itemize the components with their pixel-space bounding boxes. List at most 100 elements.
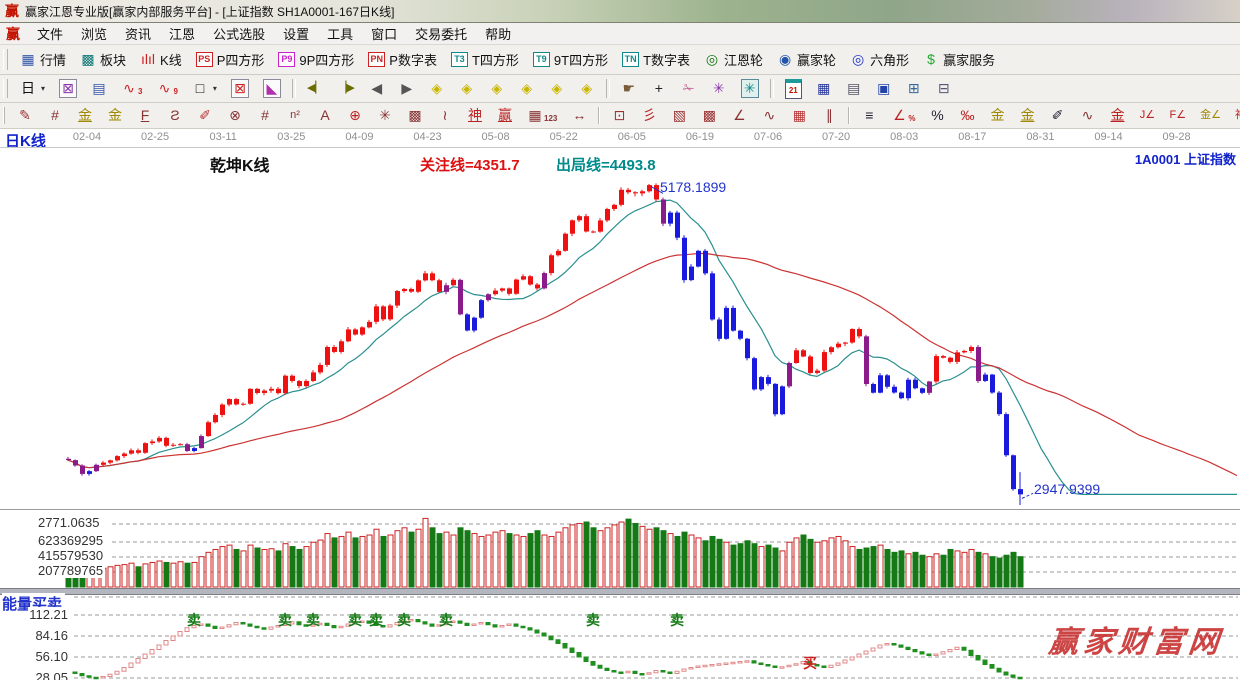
chart-plot-area[interactable]: 日K线 02-04 02-25 03-11 03-25 04-09 04-23 05-08 0… bbox=[0, 129, 1240, 680]
gann-web-icon[interactable]: ✳ bbox=[370, 104, 400, 128]
chart-canvas[interactable] bbox=[0, 129, 1240, 680]
golden-line1-icon[interactable]: 金 bbox=[70, 104, 100, 128]
percent-angle-icon[interactable]: ∠% bbox=[884, 104, 922, 128]
menu-item-江恩[interactable]: 江恩 bbox=[169, 27, 196, 42]
nav-last-button[interactable]: ▕▶ bbox=[331, 77, 362, 101]
price-ruler-icon[interactable]: # bbox=[250, 104, 280, 128]
kline-button[interactable]: ılıl K线 bbox=[133, 48, 189, 72]
9t-square-button[interactable]: T9 9T四方形 bbox=[526, 48, 615, 72]
box-diag-icon[interactable]: ▧ bbox=[664, 104, 694, 128]
f-line-icon[interactable]: F bbox=[130, 104, 160, 128]
box-cross-icon[interactable]: ▩ bbox=[694, 104, 724, 128]
gann-diamond-split-icon[interactable]: ◈ bbox=[482, 77, 512, 101]
crosshair-icon[interactable]: + bbox=[644, 77, 674, 101]
menu-item-交易委托[interactable]: 交易委托 bbox=[415, 27, 468, 42]
pen-tool-icon[interactable]: ✎ bbox=[10, 104, 40, 128]
p-table-button[interactable]: PN P数字表 bbox=[361, 48, 444, 72]
golden-circle-icon: 金 bbox=[990, 107, 1005, 123]
candle-type-icon[interactable]: □ ▾ bbox=[185, 77, 224, 101]
parallel-lines-icon[interactable]: ∥ bbox=[814, 104, 844, 128]
sell-signal-mark: 卖 bbox=[397, 612, 411, 628]
menu-item-工具[interactable]: 工具 bbox=[327, 27, 354, 42]
gann-web-icon: ✳ bbox=[379, 107, 391, 123]
menu-item-窗口[interactable]: 窗口 bbox=[371, 27, 398, 42]
calendar-21-icon[interactable]: 21 bbox=[778, 77, 809, 101]
t-square-button[interactable]: T3 T四方形 bbox=[444, 48, 526, 72]
smart-analysis-icon[interactable]: ✳ bbox=[734, 77, 766, 101]
trend-flag-icon[interactable]: ◣ bbox=[256, 77, 288, 101]
rect-box-icon[interactable]: ⊡ bbox=[604, 104, 634, 128]
gann-diamond-left-icon[interactable]: ◈ bbox=[422, 77, 452, 101]
ying-line-icon[interactable]: 赢 bbox=[490, 104, 520, 128]
gann-diamond-expand-icon[interactable]: ◈ bbox=[572, 77, 602, 101]
a-wave-icon[interactable]: A bbox=[310, 104, 340, 128]
title-bar[interactable]: 赢 赢家江恩专业版[赢家内部服务平台] - [上证指数 SH1A0001-167… bbox=[0, 0, 1240, 23]
grid-large-icon[interactable]: ▦ bbox=[784, 104, 814, 128]
k-quote-icon[interactable]: ≀ bbox=[430, 104, 460, 128]
shen-line-icon[interactable]: 神 bbox=[460, 104, 490, 128]
save-icon[interactable]: ▣ bbox=[869, 77, 899, 101]
wave-3-icon[interactable]: ∿ 3 bbox=[114, 77, 149, 101]
golden-red-icon[interactable]: 金 bbox=[1102, 104, 1132, 128]
n-square-icon[interactable]: n² bbox=[280, 104, 310, 128]
winner-wheel-button[interactable]: ◉ 赢家轮 bbox=[770, 48, 843, 72]
period-day-selector[interactable]: 日 ▾ bbox=[13, 77, 52, 101]
gann-diamond-compress-icon[interactable]: ◈ bbox=[512, 77, 542, 101]
menu-item-公式选股[interactable]: 公式选股 bbox=[213, 27, 266, 42]
gann-wheel-button[interactable]: ◎ 江恩轮 bbox=[697, 48, 770, 72]
nav-next-button[interactable]: ▶ bbox=[392, 77, 422, 101]
golden-underline-icon[interactable]: 金 bbox=[1012, 104, 1042, 128]
menu-item-设置[interactable]: 设置 bbox=[283, 27, 310, 42]
angle-f-icon[interactable]: F∠ bbox=[1162, 104, 1193, 128]
golden-circle-icon[interactable]: 金 bbox=[982, 104, 1012, 128]
angle-shen-icon[interactable]: 神∠ bbox=[1228, 104, 1240, 128]
permille-icon[interactable]: ‰ bbox=[952, 104, 982, 128]
angle-gold-icon[interactable]: 金∠ bbox=[1193, 104, 1228, 128]
gann-diamond-star-icon[interactable]: ◈ bbox=[542, 77, 572, 101]
gann-diamond-right-icon[interactable]: ◈ bbox=[452, 77, 482, 101]
golden-line2-icon[interactable]: 金 bbox=[100, 104, 130, 128]
toolbar-separator bbox=[598, 106, 601, 125]
brush-icon[interactable]: ✐ bbox=[1042, 104, 1072, 128]
date-tick-04-23: 04-23 bbox=[413, 131, 442, 143]
menu-item-帮助[interactable]: 帮助 bbox=[485, 27, 512, 42]
hexagon-button[interactable]: ◎ 六角形 bbox=[843, 48, 916, 72]
red-pen-icon[interactable]: ✐ bbox=[190, 104, 220, 128]
nav-prev-button[interactable]: ◀ bbox=[362, 77, 392, 101]
gann-stamp-icon[interactable]: ✳ bbox=[704, 77, 734, 101]
winner-service-button[interactable]: $ 赢家服务 bbox=[916, 48, 1002, 72]
p-square-button[interactable]: PS P四方形 bbox=[189, 48, 272, 72]
percent-scissors-icon[interactable]: ✁ bbox=[674, 77, 704, 101]
angle-line-icon[interactable]: ∠ bbox=[724, 104, 754, 128]
menu-item-资讯[interactable]: 资讯 bbox=[125, 27, 152, 42]
time-circle-icon[interactable]: ⊗ bbox=[220, 104, 250, 128]
width-measure-icon[interactable]: ↔ bbox=[564, 104, 594, 128]
pan-hand-icon[interactable]: ☛ bbox=[614, 77, 644, 101]
quotes-button[interactable]: ▦ 行情 bbox=[13, 48, 73, 72]
info-panel-icon[interactable]: ▤ bbox=[84, 77, 114, 101]
percent-icon[interactable]: % bbox=[922, 104, 952, 128]
region-zoom-icon[interactable]: ⊠ bbox=[52, 77, 84, 101]
pattern-box-icon[interactable]: ⊠ bbox=[224, 77, 256, 101]
wave-tool-icon[interactable]: ∿ bbox=[1072, 104, 1102, 128]
wave-9-icon[interactable]: ∿ 9 bbox=[149, 77, 184, 101]
t-table-button[interactable]: TN T数字表 bbox=[615, 48, 697, 72]
menu-item-浏览[interactable]: 浏览 bbox=[81, 27, 108, 42]
nav-first-button[interactable]: ◀▏ bbox=[300, 77, 331, 101]
export-image-icon[interactable]: ⊞ bbox=[899, 77, 929, 101]
time-ruler-icon[interactable]: # bbox=[40, 104, 70, 128]
calculator-icon[interactable]: ▦ bbox=[809, 77, 839, 101]
sectors-button[interactable]: ▩ 板块 bbox=[73, 48, 133, 72]
9p-square-button[interactable]: P9 9P四方形 bbox=[271, 48, 361, 72]
menu-item-文件[interactable]: 文件 bbox=[37, 27, 64, 42]
data-service-icon[interactable]: ⊟ bbox=[929, 77, 959, 101]
spiral-icon[interactable]: Ƨ bbox=[160, 104, 190, 128]
fan-rays-icon[interactable]: 彡 bbox=[634, 104, 664, 128]
gann-target-icon[interactable]: ⊕ bbox=[340, 104, 370, 128]
notes-icon[interactable]: ▤ bbox=[839, 77, 869, 101]
zigzag-icon[interactable]: ∿ bbox=[754, 104, 784, 128]
volume-columns-icon[interactable]: ≡ bbox=[854, 104, 884, 128]
angle-j-icon[interactable]: J∠ bbox=[1132, 104, 1162, 128]
grid-123-icon[interactable]: ▦ 123 bbox=[520, 104, 564, 128]
gann-grid-small-icon[interactable]: ▩ bbox=[400, 104, 430, 128]
